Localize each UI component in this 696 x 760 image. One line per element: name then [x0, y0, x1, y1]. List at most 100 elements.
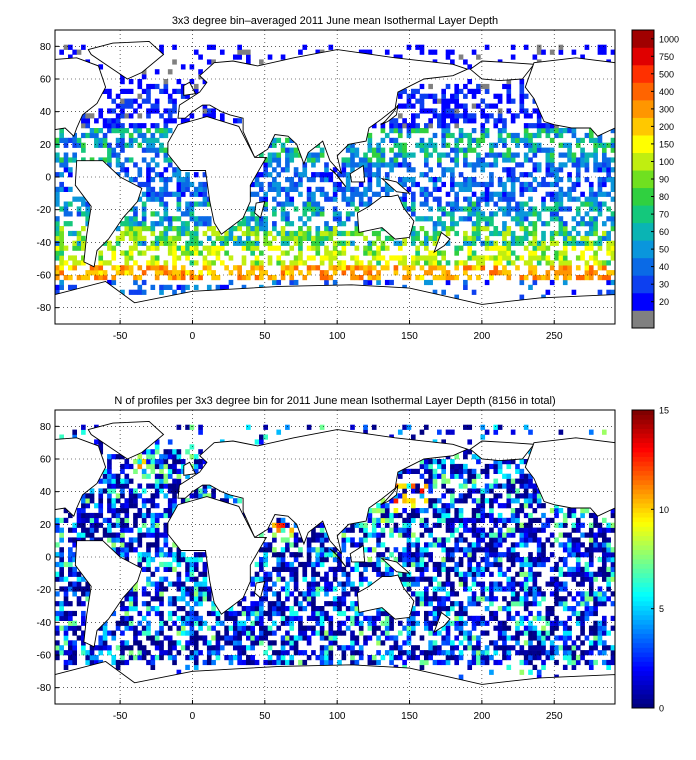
ild-bin: [59, 240, 64, 246]
ild-bin: [228, 279, 234, 286]
ild-bin: [588, 201, 594, 207]
count-bin: [528, 655, 533, 661]
ild-bin: [502, 221, 507, 227]
ild-bin: [350, 265, 355, 271]
count-bin: [415, 508, 420, 514]
ild-bin: [120, 132, 125, 139]
count-bin: [523, 615, 529, 621]
count-bin: [363, 635, 368, 641]
count-bin: [107, 473, 112, 479]
ild-bin: [397, 162, 403, 168]
ild-bin: [506, 88, 512, 94]
count-bin: [558, 429, 564, 435]
count-bin: [502, 640, 507, 646]
ild-bin: [506, 147, 512, 153]
count-bin: [363, 561, 368, 568]
ild-bin: [497, 196, 503, 202]
count-bin: [467, 566, 473, 572]
ild-bin: [606, 245, 611, 251]
ild-bin: [102, 240, 108, 246]
ild-bin: [528, 206, 533, 212]
count-bin: [163, 463, 169, 470]
count-bin: [72, 650, 77, 656]
count-bin: [397, 527, 403, 533]
ild-bin: [523, 93, 529, 99]
count-bin: [215, 630, 221, 636]
count-bin: [237, 630, 242, 636]
ild-bin: [441, 137, 446, 143]
ild-bin: [367, 147, 373, 153]
count-bin: [280, 645, 286, 651]
count-bin: [150, 542, 156, 548]
ild-bin: [319, 191, 325, 197]
ild-bin: [193, 172, 199, 178]
ild-bin: [606, 260, 611, 266]
ild-bin: [272, 275, 277, 281]
count-bin: [380, 512, 386, 519]
ild-bin: [588, 137, 594, 143]
count-bin: [523, 596, 529, 602]
ild-bin: [211, 245, 216, 251]
ild-bin: [180, 284, 186, 290]
ild-bin: [115, 152, 121, 158]
count-bin: [85, 655, 91, 661]
ild-bin: [259, 152, 264, 158]
count-bin: [141, 650, 147, 656]
count-bin: [402, 498, 407, 504]
count-bin: [311, 601, 316, 607]
ild-bin: [133, 226, 138, 232]
count-bin: [371, 566, 377, 572]
count-bin: [528, 561, 533, 568]
count-bin: [202, 459, 208, 465]
count-bin: [341, 610, 347, 617]
count-bin: [63, 625, 69, 631]
ild-bin: [484, 191, 490, 197]
count-bin: [193, 596, 199, 602]
count-bin: [406, 557, 412, 563]
count-bin: [107, 532, 112, 538]
count-bin: [280, 610, 286, 617]
count-bin: [432, 537, 438, 543]
count-bin: [55, 517, 60, 523]
count-bin: [437, 473, 442, 479]
count-bin: [133, 630, 138, 636]
count-bin: [272, 522, 277, 528]
ild-bin: [450, 93, 455, 99]
ild-bin: [107, 128, 112, 134]
count-bin: [497, 459, 503, 465]
ild-bin: [211, 113, 216, 119]
count-bin: [189, 591, 195, 597]
ild-bin: [601, 260, 607, 266]
count-bin: [371, 630, 377, 636]
ild-bin: [115, 270, 121, 276]
ild-bin: [232, 226, 238, 232]
count-bin: [597, 625, 603, 631]
count-bin: [358, 610, 364, 617]
ild-bin: [319, 172, 325, 178]
ild-bin: [510, 113, 516, 119]
count-bin: [102, 527, 108, 533]
count-bin: [293, 601, 299, 607]
ild-bin: [506, 167, 512, 173]
ild-bin: [532, 54, 538, 60]
ild-bin: [419, 44, 425, 50]
count-bin: [523, 473, 529, 479]
ild-bin: [354, 230, 360, 237]
ild-bin: [81, 147, 86, 153]
ild-bin: [493, 255, 499, 261]
count-bin: [150, 664, 156, 670]
count-bin: [571, 645, 577, 651]
count-bin: [319, 659, 325, 666]
count-bin: [584, 606, 590, 612]
count-bin: [180, 645, 186, 651]
ild-bin: [506, 211, 512, 217]
ild-bin: [350, 255, 355, 261]
ild-bin: [115, 240, 121, 246]
count-bin: [232, 498, 238, 504]
count-bin: [337, 601, 342, 607]
count-bin: [289, 542, 295, 548]
count-bin: [510, 508, 516, 514]
ild-bin: [610, 216, 616, 222]
ild-bin: [380, 147, 386, 153]
ild-bin: [601, 275, 607, 281]
